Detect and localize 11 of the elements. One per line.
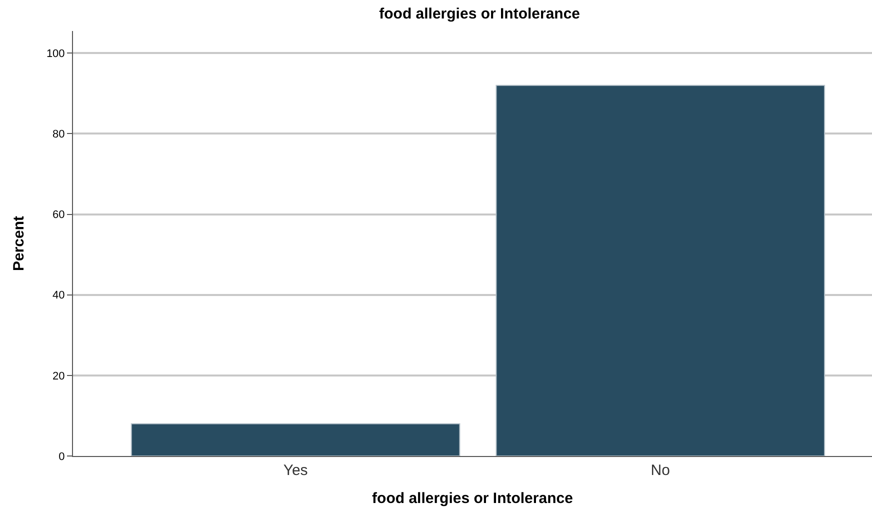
chart-title: food allergies or Intolerance xyxy=(379,5,580,22)
x-axis-title: food allergies or Intolerance xyxy=(372,490,573,507)
x-tick-label: Yes xyxy=(283,462,308,479)
y-tick-label: 80 xyxy=(52,128,65,141)
y-tick-label: 20 xyxy=(52,370,65,382)
y-tick-label: 60 xyxy=(52,209,65,222)
y-axis-title: Percent xyxy=(10,216,28,272)
y-tick-label: 100 xyxy=(46,48,65,60)
x-tick-label: No xyxy=(650,462,670,479)
y-tick-label: 40 xyxy=(52,290,65,302)
y-tick-label: 0 xyxy=(58,450,65,463)
